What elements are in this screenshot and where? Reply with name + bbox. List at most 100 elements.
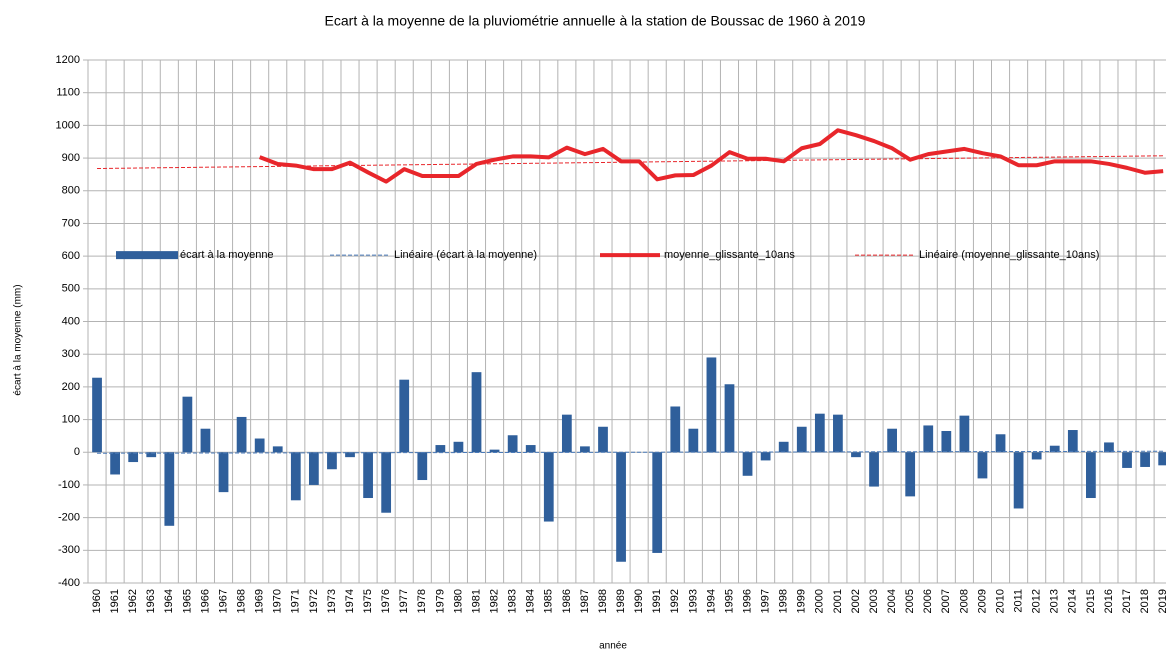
bar — [1013, 452, 1024, 509]
x-tick-label: 2008 — [958, 589, 970, 613]
bar — [905, 452, 916, 497]
bar — [128, 452, 139, 463]
x-tick-label: 1990 — [633, 589, 645, 613]
bar — [471, 372, 482, 453]
bar — [923, 425, 934, 453]
x-tick-label: 2003 — [868, 589, 880, 613]
y-tick-label: 900 — [62, 152, 80, 164]
x-tick-label: 1979 — [434, 589, 446, 613]
y-tick-label: 1200 — [56, 54, 80, 66]
bar — [1122, 452, 1132, 468]
legend-swatch — [116, 251, 178, 260]
bar — [290, 452, 301, 501]
bar — [164, 452, 175, 526]
bar — [1158, 452, 1166, 466]
legend-label: Linéaire (écart à la moyenne) — [394, 249, 537, 261]
x-tick-label: 1963 — [145, 589, 157, 613]
moving-average-line — [258, 128, 1164, 184]
legend-label: Linéaire (moyenne_glissante_10ans) — [919, 249, 1099, 261]
bar — [435, 445, 446, 453]
y-tick-label: 200 — [62, 381, 80, 393]
y-axis-label: écart à la moyenne (mm) — [13, 284, 24, 395]
x-tick-label: 1987 — [579, 589, 591, 613]
bar — [543, 452, 554, 522]
x-tick-label: 1976 — [380, 589, 392, 613]
bar — [254, 438, 265, 453]
x-tick-label: 1983 — [507, 589, 519, 613]
trend-line — [97, 450, 1164, 454]
x-tick-label: 1962 — [127, 589, 139, 613]
x-tick-label: 2007 — [940, 589, 952, 613]
x-tick-label: 2004 — [886, 589, 898, 613]
x-tick-label: 2005 — [904, 589, 916, 613]
bar — [1031, 452, 1042, 460]
bar — [580, 446, 590, 453]
bar — [218, 452, 229, 493]
bar — [308, 452, 319, 485]
x-tick-label: 1986 — [561, 589, 573, 613]
bar — [598, 426, 608, 453]
x-tick-label: 2011 — [1013, 589, 1025, 613]
x-tick-label: 1984 — [525, 589, 537, 613]
y-tick-label: 700 — [62, 217, 80, 229]
y-tick-label: 400 — [62, 315, 80, 327]
y-tick-label: -200 — [58, 512, 80, 524]
bar — [272, 446, 283, 453]
x-tick-label: 2009 — [976, 589, 988, 613]
bar — [706, 357, 717, 453]
bar — [652, 452, 663, 553]
bar — [236, 416, 247, 453]
y-tick-label: -400 — [58, 577, 80, 589]
x-tick-label: 1964 — [163, 589, 175, 613]
x-tick-label: 2013 — [1049, 589, 1061, 613]
bar — [616, 452, 626, 562]
x-tick-label: 1969 — [254, 589, 266, 613]
bar — [760, 452, 771, 461]
bar — [814, 413, 825, 453]
x-tick-label: 2017 — [1121, 589, 1133, 613]
bar — [1049, 445, 1060, 453]
x-tick-label: 2016 — [1103, 589, 1115, 613]
bar — [1067, 430, 1078, 453]
bar — [977, 452, 988, 479]
bar — [688, 428, 699, 453]
chart-title: Ecart à la moyenne de la pluviométrie an… — [325, 13, 866, 29]
x-tick-label: 2000 — [814, 589, 826, 613]
bar — [200, 428, 211, 453]
bar — [869, 452, 879, 487]
y-tick-label: -100 — [58, 479, 80, 491]
x-tick-label: 1992 — [669, 589, 681, 613]
x-tick-label: 1980 — [452, 589, 464, 613]
x-tick-label: 1996 — [741, 589, 753, 613]
x-tick-label: 2019 — [1157, 589, 1166, 613]
x-tick-label: 1995 — [723, 589, 735, 613]
x-tick-label: 1981 — [470, 589, 482, 613]
x-tick-label: 1974 — [344, 589, 356, 613]
x-tick-label: 1970 — [272, 589, 284, 613]
bar — [833, 414, 843, 453]
x-tick-label: 1968 — [236, 589, 248, 613]
bar — [182, 396, 193, 453]
legend-label: écart à la moyenne — [180, 249, 274, 261]
bar — [941, 431, 952, 453]
x-tick-label: 1972 — [308, 589, 320, 613]
y-tick-label: -300 — [58, 544, 80, 556]
bar — [363, 452, 373, 499]
y-tick-label: 0 — [74, 446, 80, 458]
x-tick-label: 1965 — [181, 589, 193, 613]
x-tick-label: 1977 — [398, 589, 410, 613]
x-tick-label: 1997 — [760, 589, 772, 613]
bar — [796, 426, 807, 453]
y-tick-label: 1000 — [56, 119, 80, 131]
bar — [959, 415, 970, 453]
legend-label: moyenne_glissante_10ans — [664, 249, 795, 261]
x-axis-label: année — [599, 641, 627, 650]
bar — [327, 452, 337, 470]
y-tick-label: 800 — [62, 185, 80, 197]
y-tick-label: 100 — [62, 413, 80, 425]
bar — [146, 452, 157, 458]
x-tick-label: 2015 — [1085, 589, 1097, 613]
x-tick-label: 1999 — [796, 589, 808, 613]
x-tick-label: 1993 — [687, 589, 699, 613]
